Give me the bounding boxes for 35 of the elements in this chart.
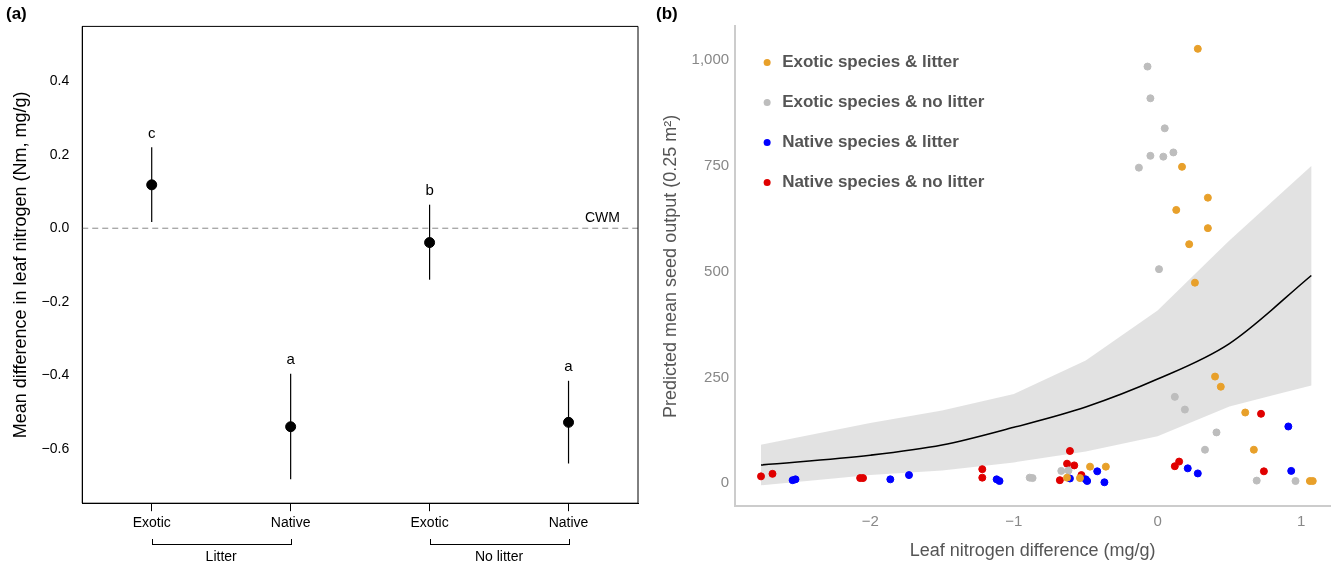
x-tick-label: Native bbox=[548, 514, 589, 531]
y-tick-label: 0.0 bbox=[49, 219, 70, 236]
x-tick-label: Native bbox=[270, 514, 311, 531]
text: Litter bbox=[205, 547, 238, 564]
x-axis-title: Leaf nitrogen difference (mg/g) bbox=[909, 540, 1156, 561]
annotation: a bbox=[564, 357, 574, 375]
y-tick-label: 1,000 bbox=[691, 50, 730, 68]
y-tick-label: −0.4 bbox=[41, 366, 70, 383]
y-axis-title: Predicted mean seed output (0.25 m²) bbox=[659, 114, 680, 418]
x-tick-label: −1 bbox=[1005, 511, 1023, 529]
text: No litter bbox=[474, 547, 524, 564]
y-tick-label: 0.2 bbox=[49, 145, 70, 162]
chart-title: (a) bbox=[6, 3, 27, 23]
ref-line-label: CWM bbox=[585, 209, 620, 226]
x-tick-label: 0 bbox=[1153, 511, 1162, 529]
y-tick-label: 750 bbox=[704, 156, 730, 174]
y-axis-title: Mean difference in leaf nitrogen (Nm, mg/g) bbox=[9, 91, 30, 439]
chart-title: (b) bbox=[656, 3, 678, 23]
y-tick-label: 0 bbox=[720, 473, 730, 491]
legend-label: Exotic species & no litter bbox=[782, 92, 985, 112]
y-tick-label: 250 bbox=[704, 367, 730, 385]
x-tick-label: Exotic bbox=[132, 514, 171, 531]
x-tick-label: Exotic bbox=[410, 514, 449, 531]
legend-label: Exotic species & litter bbox=[782, 52, 960, 72]
x-tick-label: 1 bbox=[1297, 511, 1306, 529]
y-tick-label: −0.6 bbox=[41, 439, 70, 456]
x-tick-label: −2 bbox=[861, 511, 879, 529]
annotation: c bbox=[147, 123, 156, 141]
y-tick-label: −0.2 bbox=[41, 292, 70, 309]
legend-label: Native species & no litter bbox=[782, 172, 985, 192]
annotation: a bbox=[286, 350, 296, 368]
annotation: b bbox=[425, 181, 434, 199]
y-tick-label: 500 bbox=[704, 261, 730, 279]
y-tick-label: 0.4 bbox=[49, 72, 70, 89]
legend-label: Native species & litter bbox=[782, 132, 960, 152]
